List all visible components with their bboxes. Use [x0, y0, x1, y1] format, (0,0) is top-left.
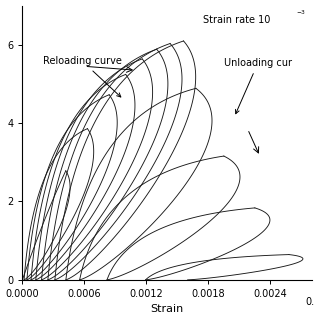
X-axis label: Strain: Strain — [150, 304, 184, 315]
Text: Strain rate 10: Strain rate 10 — [203, 15, 270, 25]
Text: 0.: 0. — [305, 298, 314, 308]
Text: Unloading cur: Unloading cur — [224, 58, 292, 114]
Text: $^{-3}$: $^{-3}$ — [296, 10, 307, 19]
Text: Reloading curve: Reloading curve — [43, 56, 122, 97]
